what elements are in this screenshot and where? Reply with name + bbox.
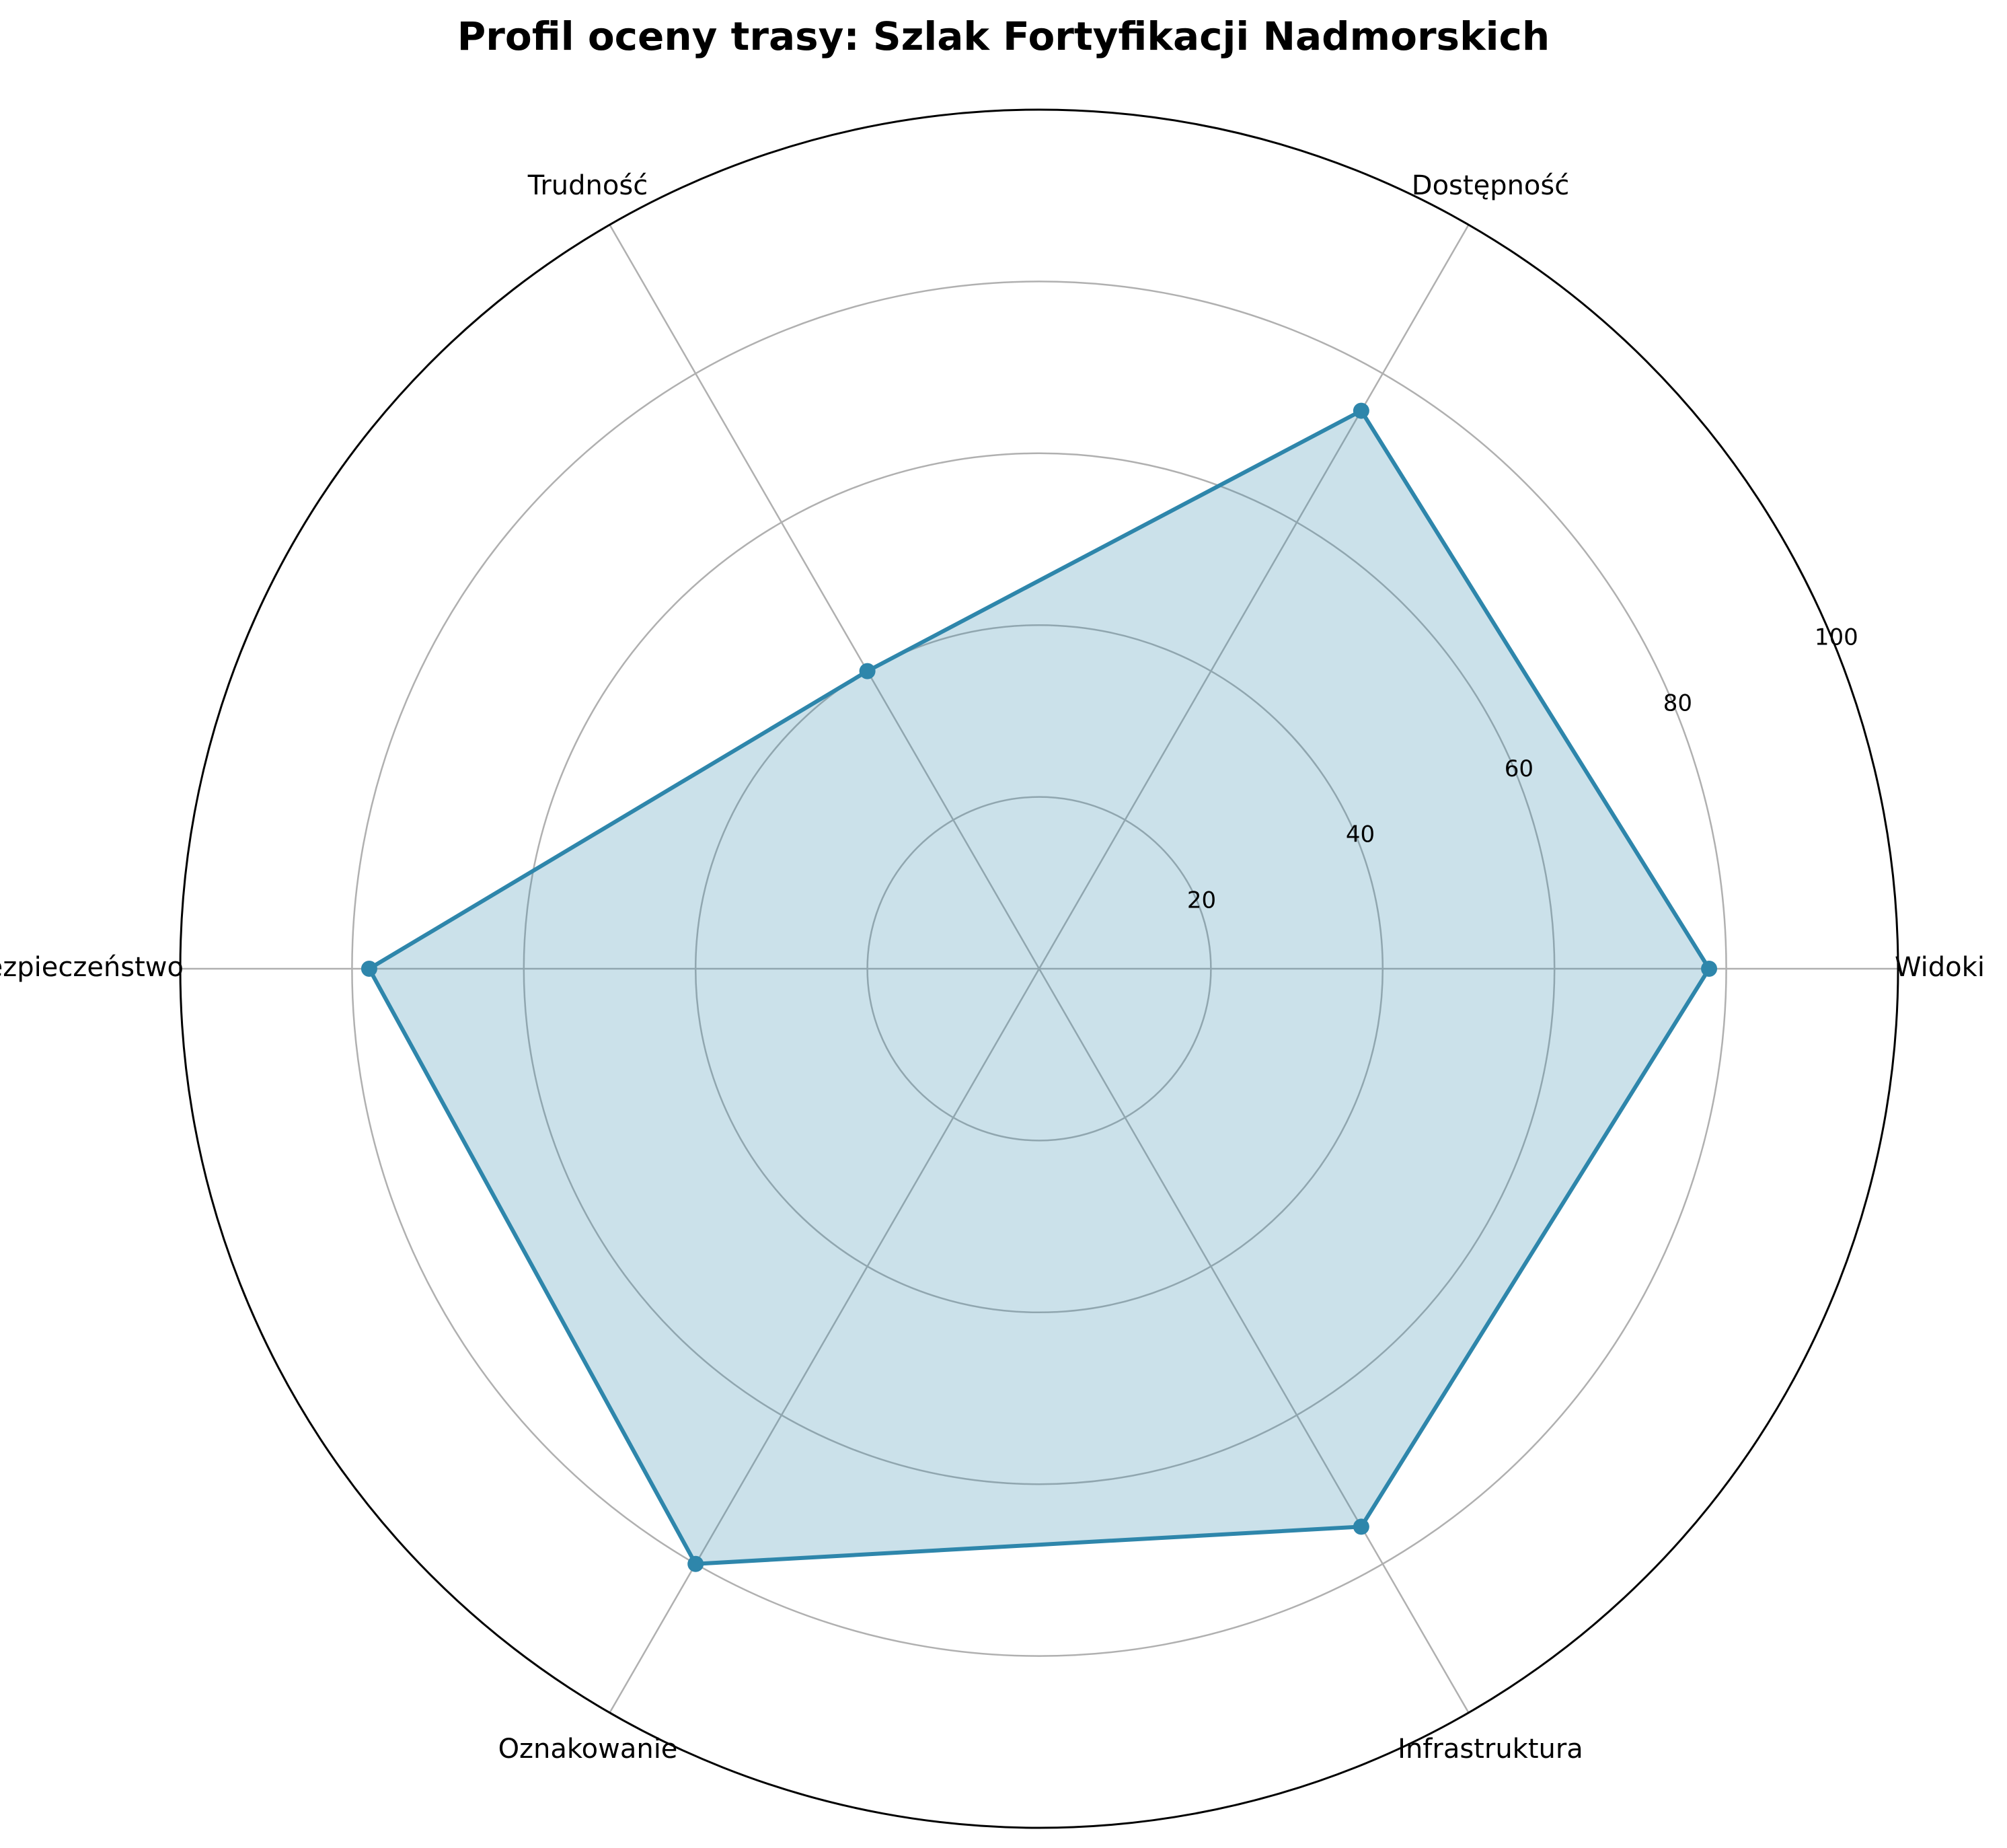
- data-point-oznakowanie: [687, 1555, 704, 1572]
- data-point-trudność: [859, 663, 876, 679]
- series-area: [369, 410, 1710, 1564]
- category-label-bezpieczeństwo: Bezpieczeństwo: [0, 952, 184, 983]
- r-tick-label-40: 40: [1346, 821, 1375, 848]
- category-label-oznakowanie: Oznakowanie: [498, 1734, 678, 1765]
- polar-frame: [179, 108, 1899, 1829]
- data-point-bezpieczeństwo: [361, 961, 377, 977]
- r-tick-label-100: 100: [1815, 624, 1858, 651]
- grid-spoke-5: [1038, 968, 1470, 1713]
- grid-spoke-1: [1038, 224, 1470, 969]
- r-tick-label-80: 80: [1663, 690, 1692, 716]
- category-label-trudność: Trudność: [527, 170, 648, 201]
- r-tick-label-60: 60: [1505, 755, 1533, 782]
- category-label-widoki: Widoki: [1895, 952, 1985, 983]
- chart-title: Profil oceny trasy: Szlak Fortyfikacji N…: [457, 13, 1550, 59]
- category-label-infrastruktura: Infrastruktura: [1398, 1734, 1583, 1765]
- data-point-widoki: [1701, 961, 1718, 977]
- grid-spoke-4: [609, 968, 1040, 1713]
- grid-spoke-2: [609, 224, 1040, 969]
- category-label-dostępność: Dostępność: [1412, 170, 1569, 201]
- data-point-infrastruktura: [1353, 1518, 1369, 1535]
- r-tick-label-20: 20: [1187, 887, 1216, 914]
- data-point-dostępność: [1353, 402, 1369, 419]
